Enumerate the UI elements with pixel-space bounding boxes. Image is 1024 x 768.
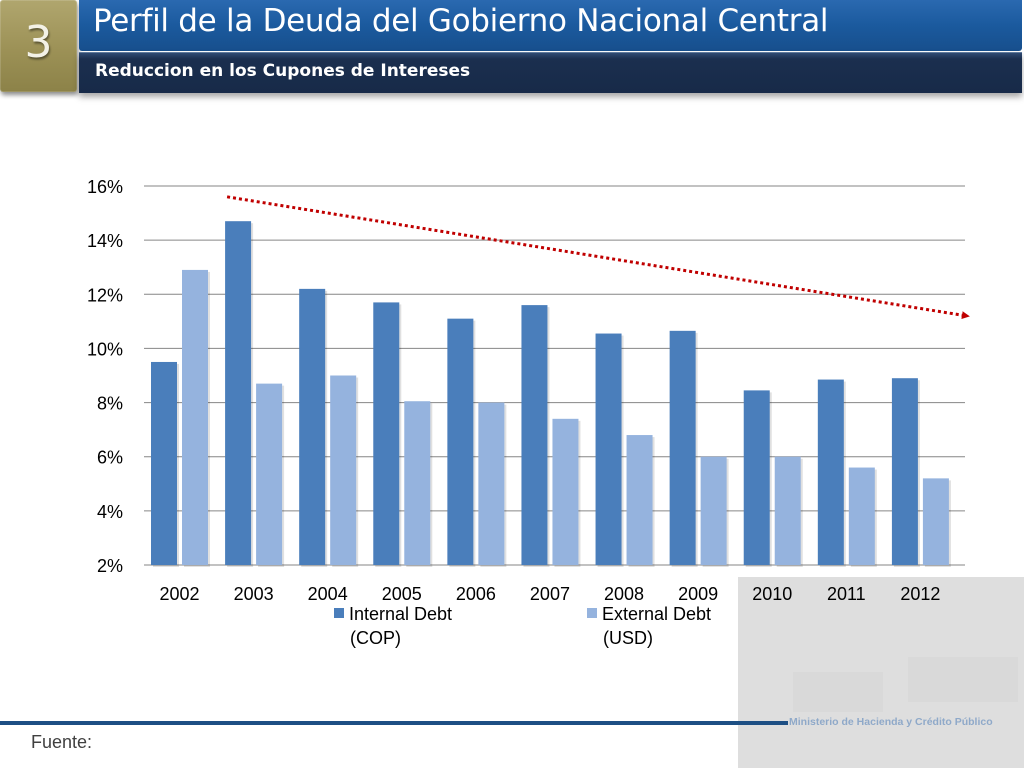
trend-annotation (226, 195, 970, 320)
watermark-shape (908, 657, 1018, 702)
legend: Internal Debt (COP) External Debt (USD) (334, 604, 711, 648)
bar-external-debt (552, 418, 579, 565)
bar-internal-debt (669, 330, 696, 565)
title-bar: Perfil de la Deuda del Gobierno Nacional… (79, 0, 1022, 51)
section-number-badge: 3 (0, 0, 77, 92)
x-tick-label: 2004 (308, 584, 348, 604)
legend-external-debt: External Debt (USD) (587, 604, 711, 648)
subtitle-bar: Reduccion en los Cupones de Intereses (79, 52, 1022, 93)
trend-arrow-line (226, 195, 970, 320)
bar-internal-debt (817, 379, 844, 565)
y-tick-label: 12% (87, 285, 123, 305)
bar-internal-debt (151, 361, 177, 565)
y-tick-label: 14% (87, 231, 123, 251)
x-tick-label: 2011 (827, 584, 866, 604)
bars (151, 221, 951, 567)
bar-internal-debt (743, 390, 770, 565)
legend-label: (COP) (350, 628, 401, 648)
y-axis-ticks: 2% 4% 6% 8% 10% 12% 14% 16% (87, 177, 123, 576)
bar-external-debt (256, 383, 283, 565)
bar-chart: 2%4%6%8%10%12%14%16% 2002 2003 2004 2005 200… (87, 177, 970, 648)
y-tick-label: 6% (97, 448, 123, 468)
x-tick-label: 2007 (530, 584, 570, 604)
footer-divider (0, 721, 788, 725)
y-tick-label: 8% (97, 394, 123, 414)
bar-external-debt (774, 456, 801, 565)
bar-internal-debt (521, 305, 548, 565)
y-tick-label: 10% (87, 339, 123, 359)
bar-internal-debt (595, 333, 622, 565)
x-tick-label: 2010 (752, 584, 792, 604)
section-number: 3 (24, 17, 53, 68)
bar-external-debt (182, 269, 208, 565)
bar-internal-debt (299, 288, 326, 565)
x-tick-label: 2008 (604, 584, 644, 604)
bar-external-debt (848, 467, 875, 565)
bar-external-debt (404, 401, 431, 565)
x-tick-label: 2002 (159, 584, 199, 604)
legend-label: Internal Debt (349, 604, 452, 624)
watermark-shape (793, 672, 883, 712)
page-title: Perfil de la Deuda del Gobierno Nacional… (93, 3, 829, 39)
legend-label: (USD) (603, 628, 653, 648)
bar-external-debt (700, 456, 727, 565)
bar-internal-debt (891, 378, 918, 565)
bar-internal-debt (373, 302, 400, 565)
y-tick-label: 4% (97, 502, 123, 522)
bar-internal-debt (447, 318, 474, 565)
page-subtitle: Reduccion en los Cupones de Intereses (95, 61, 471, 81)
x-tick-label: 2006 (456, 584, 496, 604)
ministry-watermark (738, 577, 1024, 768)
x-tick-label: 2012 (900, 584, 940, 604)
x-tick-label: 2003 (234, 584, 274, 604)
bar-internal-debt (225, 221, 252, 565)
bar-external-debt (478, 402, 505, 565)
y-tick-label: 16% (87, 177, 123, 197)
legend-label: External Debt (602, 604, 711, 624)
x-tick-label: 2005 (382, 584, 422, 604)
legend-swatch (587, 608, 597, 618)
ministry-name: Ministerio de Hacienda y Crédito Público (789, 716, 993, 728)
bar-external-debt (626, 435, 653, 565)
x-axis-ticks: 2002 2003 2004 2005 2006 2007 2008 2009 2010 2011… (159, 584, 940, 604)
x-tick-label: 2009 (678, 584, 718, 604)
legend-swatch (334, 608, 344, 618)
bar-external-debt (330, 375, 357, 565)
y-tick-label: 2% (97, 556, 123, 576)
legend-internal-debt: Internal Debt (COP) (334, 604, 452, 648)
bar-external-debt (922, 478, 949, 565)
source-label: Fuente: (31, 732, 93, 752)
